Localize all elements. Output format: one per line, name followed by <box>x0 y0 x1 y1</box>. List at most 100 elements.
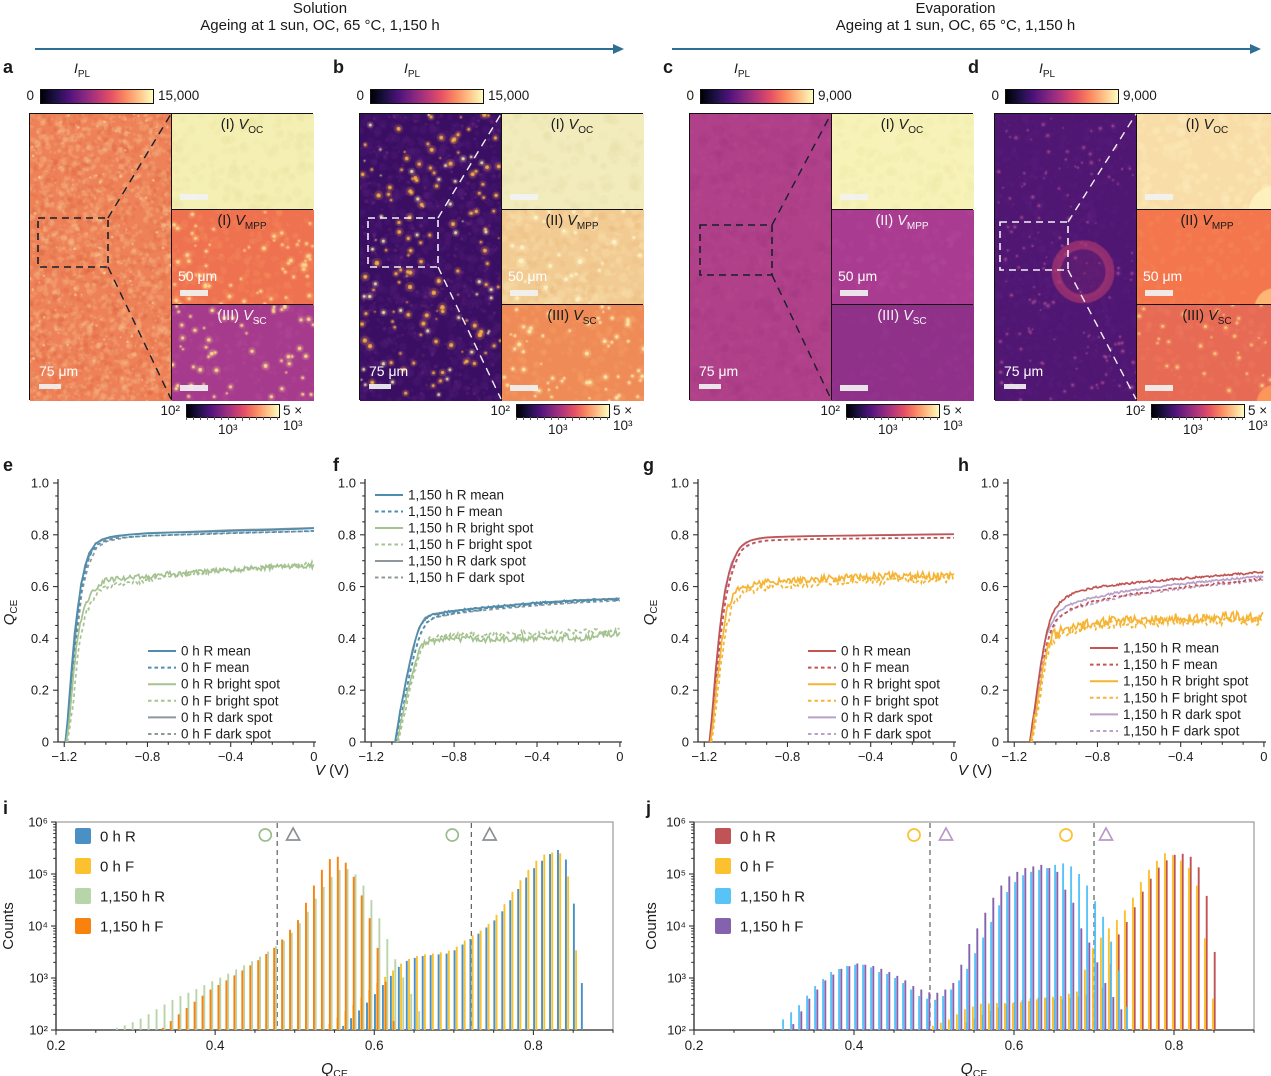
svg-text:0.2: 0.2 <box>31 683 49 698</box>
svg-text:1.0: 1.0 <box>671 476 689 491</box>
inset-label: (III) VSC <box>217 308 267 328</box>
hist-bar <box>1163 853 1166 1030</box>
scalebar-inset <box>840 385 868 392</box>
panel-letter-i: i <box>3 798 9 818</box>
hist-bar <box>453 950 456 1030</box>
svg-text:0: 0 <box>950 749 957 764</box>
svg-text:10⁶: 10⁶ <box>666 815 686 830</box>
panel-letter-a: a <box>3 57 14 77</box>
hist-bar <box>808 998 811 1030</box>
hist-bar <box>944 989 947 1030</box>
legend-swatch <box>715 918 731 934</box>
series-1-150-h-F-dark-spot <box>395 599 620 743</box>
hist-bar <box>862 964 865 1030</box>
colorbar-min-label: 0 <box>686 88 694 103</box>
hist-bar <box>1157 867 1160 1030</box>
hist-bar <box>469 939 472 1030</box>
legend-swatch <box>75 858 91 874</box>
hist-bar <box>1096 962 1099 1030</box>
hist-bar <box>352 876 355 1030</box>
legend-swatch <box>75 828 91 844</box>
hist-bar <box>394 959 397 1030</box>
legend-swatch <box>715 858 731 874</box>
hist-bar <box>445 953 448 1030</box>
svg-text:0.6: 0.6 <box>31 579 49 594</box>
scalebar-label-inset: 50 μm <box>178 267 218 284</box>
hist-bar <box>1165 860 1168 1030</box>
chart-f-qce-voltage: 0 0.2 0.4 0.6 0.8 1.0 −1.2 −0.8 −0.4 0 1,150 h R m… <box>338 476 624 765</box>
hist-bar <box>974 953 977 1030</box>
hist-bar <box>1173 854 1176 1030</box>
inset-voc: (I) VOC <box>171 113 314 210</box>
hist-bar <box>990 921 993 1030</box>
hist-bar <box>274 946 277 1030</box>
log-colorbar-min-label: 10² <box>1125 403 1145 418</box>
hist-bar <box>987 1003 990 1030</box>
hist-bar <box>437 954 440 1030</box>
svg-text:0: 0 <box>349 735 356 750</box>
hist-bar <box>233 975 236 1030</box>
log-colorbar-max-label: 5 × 10³ <box>1248 403 1268 433</box>
hist-bar <box>1141 891 1144 1030</box>
hist-bar <box>963 1009 966 1030</box>
inset-label: (II) VMPP <box>1180 212 1234 232</box>
ipl-label: IPL <box>74 60 91 80</box>
hist-bar <box>400 963 402 1030</box>
svg-text:0.8: 0.8 <box>671 527 689 542</box>
hist-bar <box>958 980 961 1030</box>
hist-bar <box>366 1002 368 1030</box>
hist-bar <box>902 983 905 1030</box>
hist-bar <box>1075 991 1078 1030</box>
log-colorbar <box>1151 404 1245 418</box>
svg-text:−0.4: −0.4 <box>218 749 244 764</box>
hist-bar <box>1030 871 1033 1030</box>
hist-bar <box>386 939 389 1030</box>
svg-text:10²: 10² <box>29 1023 48 1038</box>
pl-map-main-image <box>360 114 502 401</box>
hist-bar <box>511 891 514 1030</box>
series-1-150-h-F-bright-spot <box>397 627 620 743</box>
hist-bar <box>1008 876 1011 1030</box>
hist-bar <box>1181 853 1184 1030</box>
hist-bar <box>187 992 190 1030</box>
colorbar-min-label: 0 <box>356 88 364 103</box>
hist-bar <box>535 860 538 1030</box>
inset-label: (III) VSC <box>877 308 927 328</box>
hist-bar <box>362 885 365 1030</box>
hist-bar <box>305 902 307 1030</box>
ipl-label: IPL <box>404 60 421 80</box>
hist-bar <box>487 923 490 1030</box>
hist-bar <box>995 1003 998 1030</box>
svg-text:0.2: 0.2 <box>685 1038 704 1053</box>
legend-swatch <box>75 888 91 904</box>
svg-text:0.2: 0.2 <box>671 683 689 698</box>
hist-bar <box>203 985 206 1030</box>
hist-bar <box>1147 869 1150 1030</box>
svg-text:0.4: 0.4 <box>981 631 999 646</box>
hist-bar <box>968 944 971 1030</box>
svg-text:0.2: 0.2 <box>47 1038 66 1053</box>
hist-bar <box>217 984 220 1030</box>
svg-text:−1.2: −1.2 <box>51 749 77 764</box>
hist-bar <box>1091 947 1094 1030</box>
legend-entry: 1,150 h F bright spot <box>408 537 532 552</box>
hist-bar <box>1149 878 1152 1030</box>
hist-bar <box>1083 969 1086 1030</box>
legend-swatch <box>75 918 91 934</box>
hist-bar <box>1048 868 1051 1030</box>
hist-bar <box>572 903 575 1030</box>
spot-marker-triangle <box>938 826 954 841</box>
pl-colorbar <box>700 89 814 104</box>
log-colorbar-ticks <box>186 417 278 421</box>
hist-bar <box>179 995 182 1030</box>
hist-bar <box>1051 996 1054 1030</box>
hist-bar <box>838 969 841 1030</box>
svg-text:−0.4: −0.4 <box>1168 749 1194 764</box>
log-colorbar-mid-label: 10³ <box>1183 422 1203 437</box>
svg-text:−1.2: −1.2 <box>1001 749 1027 764</box>
hist-bar <box>209 989 212 1030</box>
hist-bar <box>971 1006 974 1030</box>
hist-bar <box>939 1022 942 1030</box>
svg-text:QCE: QCE <box>321 1061 348 1076</box>
hist-bar <box>429 955 432 1030</box>
